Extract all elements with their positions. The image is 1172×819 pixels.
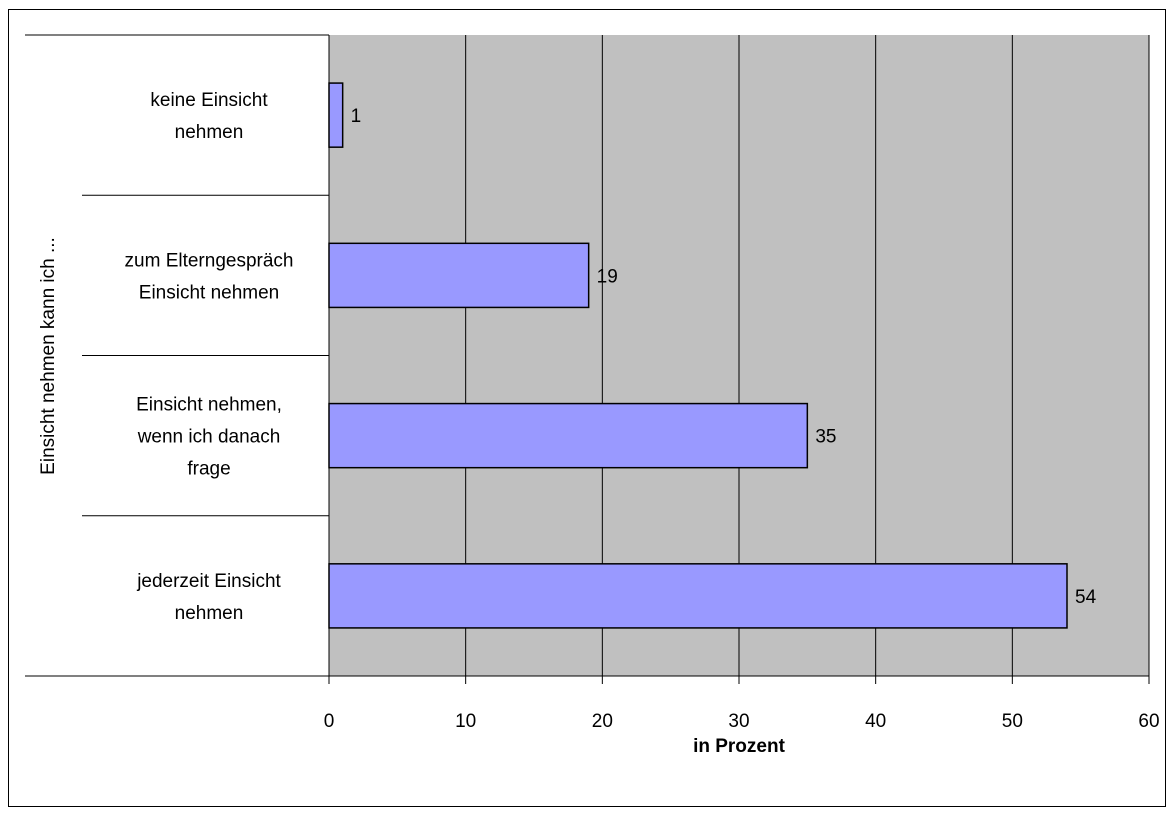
category-label: jederzeit Einsicht	[136, 571, 281, 592]
x-tick-label: 30	[728, 711, 749, 732]
x-ticks: 0 10 20 30 40 50 60	[324, 676, 1160, 732]
category-labels: keine Einsicht nehmen zum Elterngespräch Ei…	[125, 90, 294, 624]
bar	[328, 402, 809, 469]
y-axis-title: Einsicht nehmen kann ich ...	[38, 237, 59, 475]
bar	[328, 242, 590, 309]
category-label: Einsicht nehmen	[139, 282, 279, 303]
x-tick-label: 40	[865, 711, 886, 732]
data-label: 35	[815, 427, 836, 448]
x-tick-label: 0	[324, 711, 335, 732]
category-label: nehmen	[175, 603, 244, 624]
x-tick-label: 10	[455, 711, 476, 732]
x-tick-label: 60	[1138, 711, 1159, 732]
category-label: wenn ich danach	[137, 427, 281, 448]
category-label: frage	[187, 459, 230, 480]
data-label: 1	[351, 106, 362, 127]
category-label: nehmen	[175, 122, 244, 143]
category-label: zum Elterngespräch	[125, 250, 294, 271]
category-label: Einsicht nehmen,	[136, 395, 282, 416]
x-tick-label: 20	[592, 711, 613, 732]
x-tick-label: 50	[1002, 711, 1023, 732]
x-axis-title: in Prozent	[693, 736, 786, 757]
bar	[328, 563, 1068, 629]
data-label: 54	[1075, 587, 1097, 608]
bar	[328, 82, 344, 148]
data-labels: 1 19 35 54	[351, 106, 1097, 608]
data-label: 19	[597, 266, 618, 287]
category-separators	[25, 34, 329, 517]
bars	[328, 82, 1068, 629]
category-label: keine Einsicht	[150, 90, 268, 111]
